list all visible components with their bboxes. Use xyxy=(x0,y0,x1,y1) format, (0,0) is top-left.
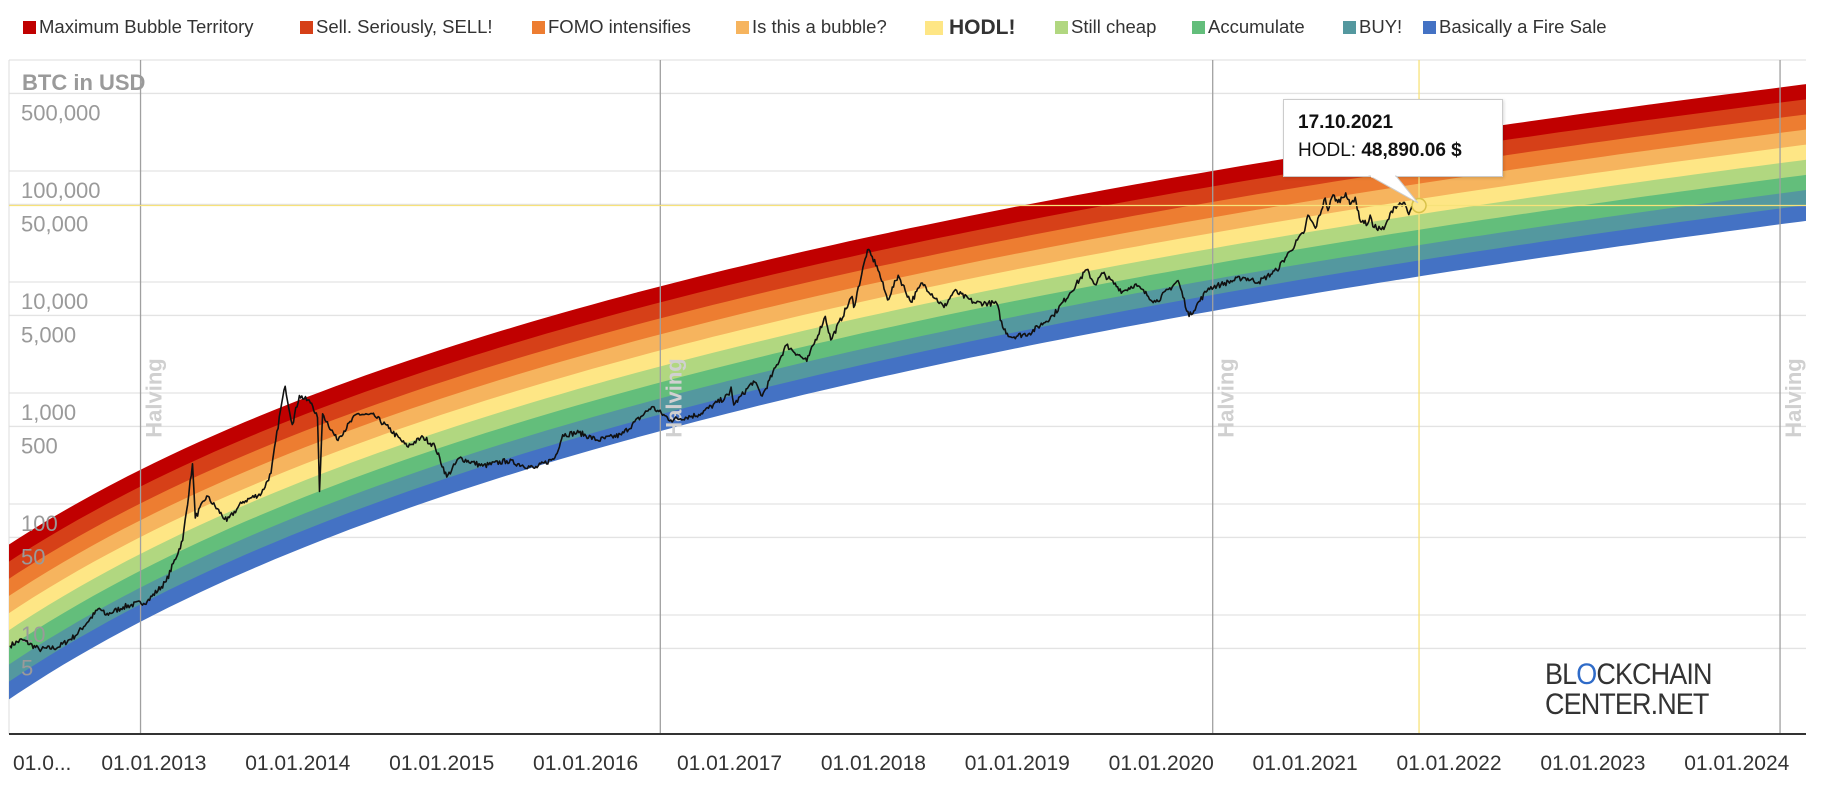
legend-swatch xyxy=(1055,20,1068,34)
y-tick-label: 100,000 xyxy=(21,178,101,203)
halving-label: Halving xyxy=(1781,358,1806,437)
x-tick-label: 01.01.2023 xyxy=(1540,752,1645,775)
logo-hexagon-icon: O xyxy=(1576,658,1597,691)
legend-item[interactable]: Basically a Fire Sale xyxy=(1423,16,1607,38)
x-tick-label: 01.01.2022 xyxy=(1396,752,1501,775)
x-tick-label: 01.01.2018 xyxy=(821,752,926,775)
legend-swatch xyxy=(1423,20,1436,34)
legend-item[interactable]: FOMO intensifies xyxy=(532,16,691,38)
y-tick-label: 1,000 xyxy=(21,400,76,425)
legend-label: FOMO intensifies xyxy=(548,16,691,37)
x-tick-label: 01.01.2015 xyxy=(389,752,494,775)
y-tick-label: 500 xyxy=(21,433,58,458)
blockchaincenter-logo: BLOCKCHAIN CENTER.NET xyxy=(1545,658,1712,721)
legend-swatch xyxy=(532,20,545,34)
legend-item[interactable]: HODL! xyxy=(925,16,1016,40)
y-tick-label: 100 xyxy=(21,511,58,536)
legend-label: HODL! xyxy=(949,16,1016,39)
legend-swatch xyxy=(1192,20,1205,34)
x-tick-label: 01.0... xyxy=(13,752,71,775)
x-tick-label: 01.01.2014 xyxy=(245,752,350,775)
legend-item[interactable]: Sell. Seriously, SELL! xyxy=(300,16,493,38)
y-tick-label: 5,000 xyxy=(21,322,76,347)
y-tick-label: 50,000 xyxy=(21,211,88,236)
legend-item[interactable]: BUY! xyxy=(1343,16,1402,38)
legend-label: Accumulate xyxy=(1208,16,1305,37)
y-tick-label: 50 xyxy=(21,544,45,569)
band-mask xyxy=(1806,60,1821,740)
y-tick-label: 500,000 xyxy=(21,100,101,125)
x-tick-label: 01.01.2019 xyxy=(965,752,1070,775)
legend-label: Basically a Fire Sale xyxy=(1439,16,1607,37)
x-tick-label: 01.01.2016 xyxy=(533,752,638,775)
tooltip-series: HODL: xyxy=(1298,140,1357,161)
legend-swatch xyxy=(925,21,943,35)
legend-swatch xyxy=(23,20,36,34)
legend-item[interactable]: Maximum Bubble Territory xyxy=(23,16,254,38)
legend-label: Is this a bubble? xyxy=(752,16,887,37)
btc-price-line xyxy=(9,192,1420,653)
x-tick-label: 01.01.2020 xyxy=(1109,752,1214,775)
legend-item[interactable]: Is this a bubble? xyxy=(736,16,887,38)
y-tick-label: 10 xyxy=(21,622,45,647)
highlight-point xyxy=(1411,197,1427,214)
halving-label: Halving xyxy=(661,358,686,437)
x-tick-label: 01.01.2024 xyxy=(1684,752,1789,775)
legend-swatch xyxy=(736,20,749,34)
legend-label: Sell. Seriously, SELL! xyxy=(316,16,493,37)
legend: Maximum Bubble Territory Sell. Seriously,… xyxy=(0,16,1821,46)
y-tick-label: 5 xyxy=(21,655,33,680)
tooltip-date: 17.10.2021 xyxy=(1298,112,1394,133)
legend-swatch xyxy=(1343,20,1356,34)
legend-swatch xyxy=(300,20,313,34)
legend-label: Still cheap xyxy=(1071,16,1157,37)
y-tick-label: 10,000 xyxy=(21,289,88,314)
y-axis-title: BTC in USD xyxy=(22,70,145,95)
x-tick-label: 01.01.2013 xyxy=(101,752,206,775)
legend-item[interactable]: Still cheap xyxy=(1055,16,1156,38)
tooltip: 17.10.2021 HODL: 48,890.06 $ xyxy=(1283,99,1503,177)
halving-label: Halving xyxy=(1214,358,1239,437)
legend-item[interactable]: Accumulate xyxy=(1192,16,1305,38)
x-tick-label: 01.01.2021 xyxy=(1253,752,1358,775)
legend-label: BUY! xyxy=(1359,16,1403,37)
halving-label: Halving xyxy=(142,358,167,437)
tooltip-value: 48,890.06 $ xyxy=(1361,140,1462,161)
legend-label: Maximum Bubble Territory xyxy=(39,16,254,37)
x-tick-label: 01.01.2017 xyxy=(677,752,782,775)
